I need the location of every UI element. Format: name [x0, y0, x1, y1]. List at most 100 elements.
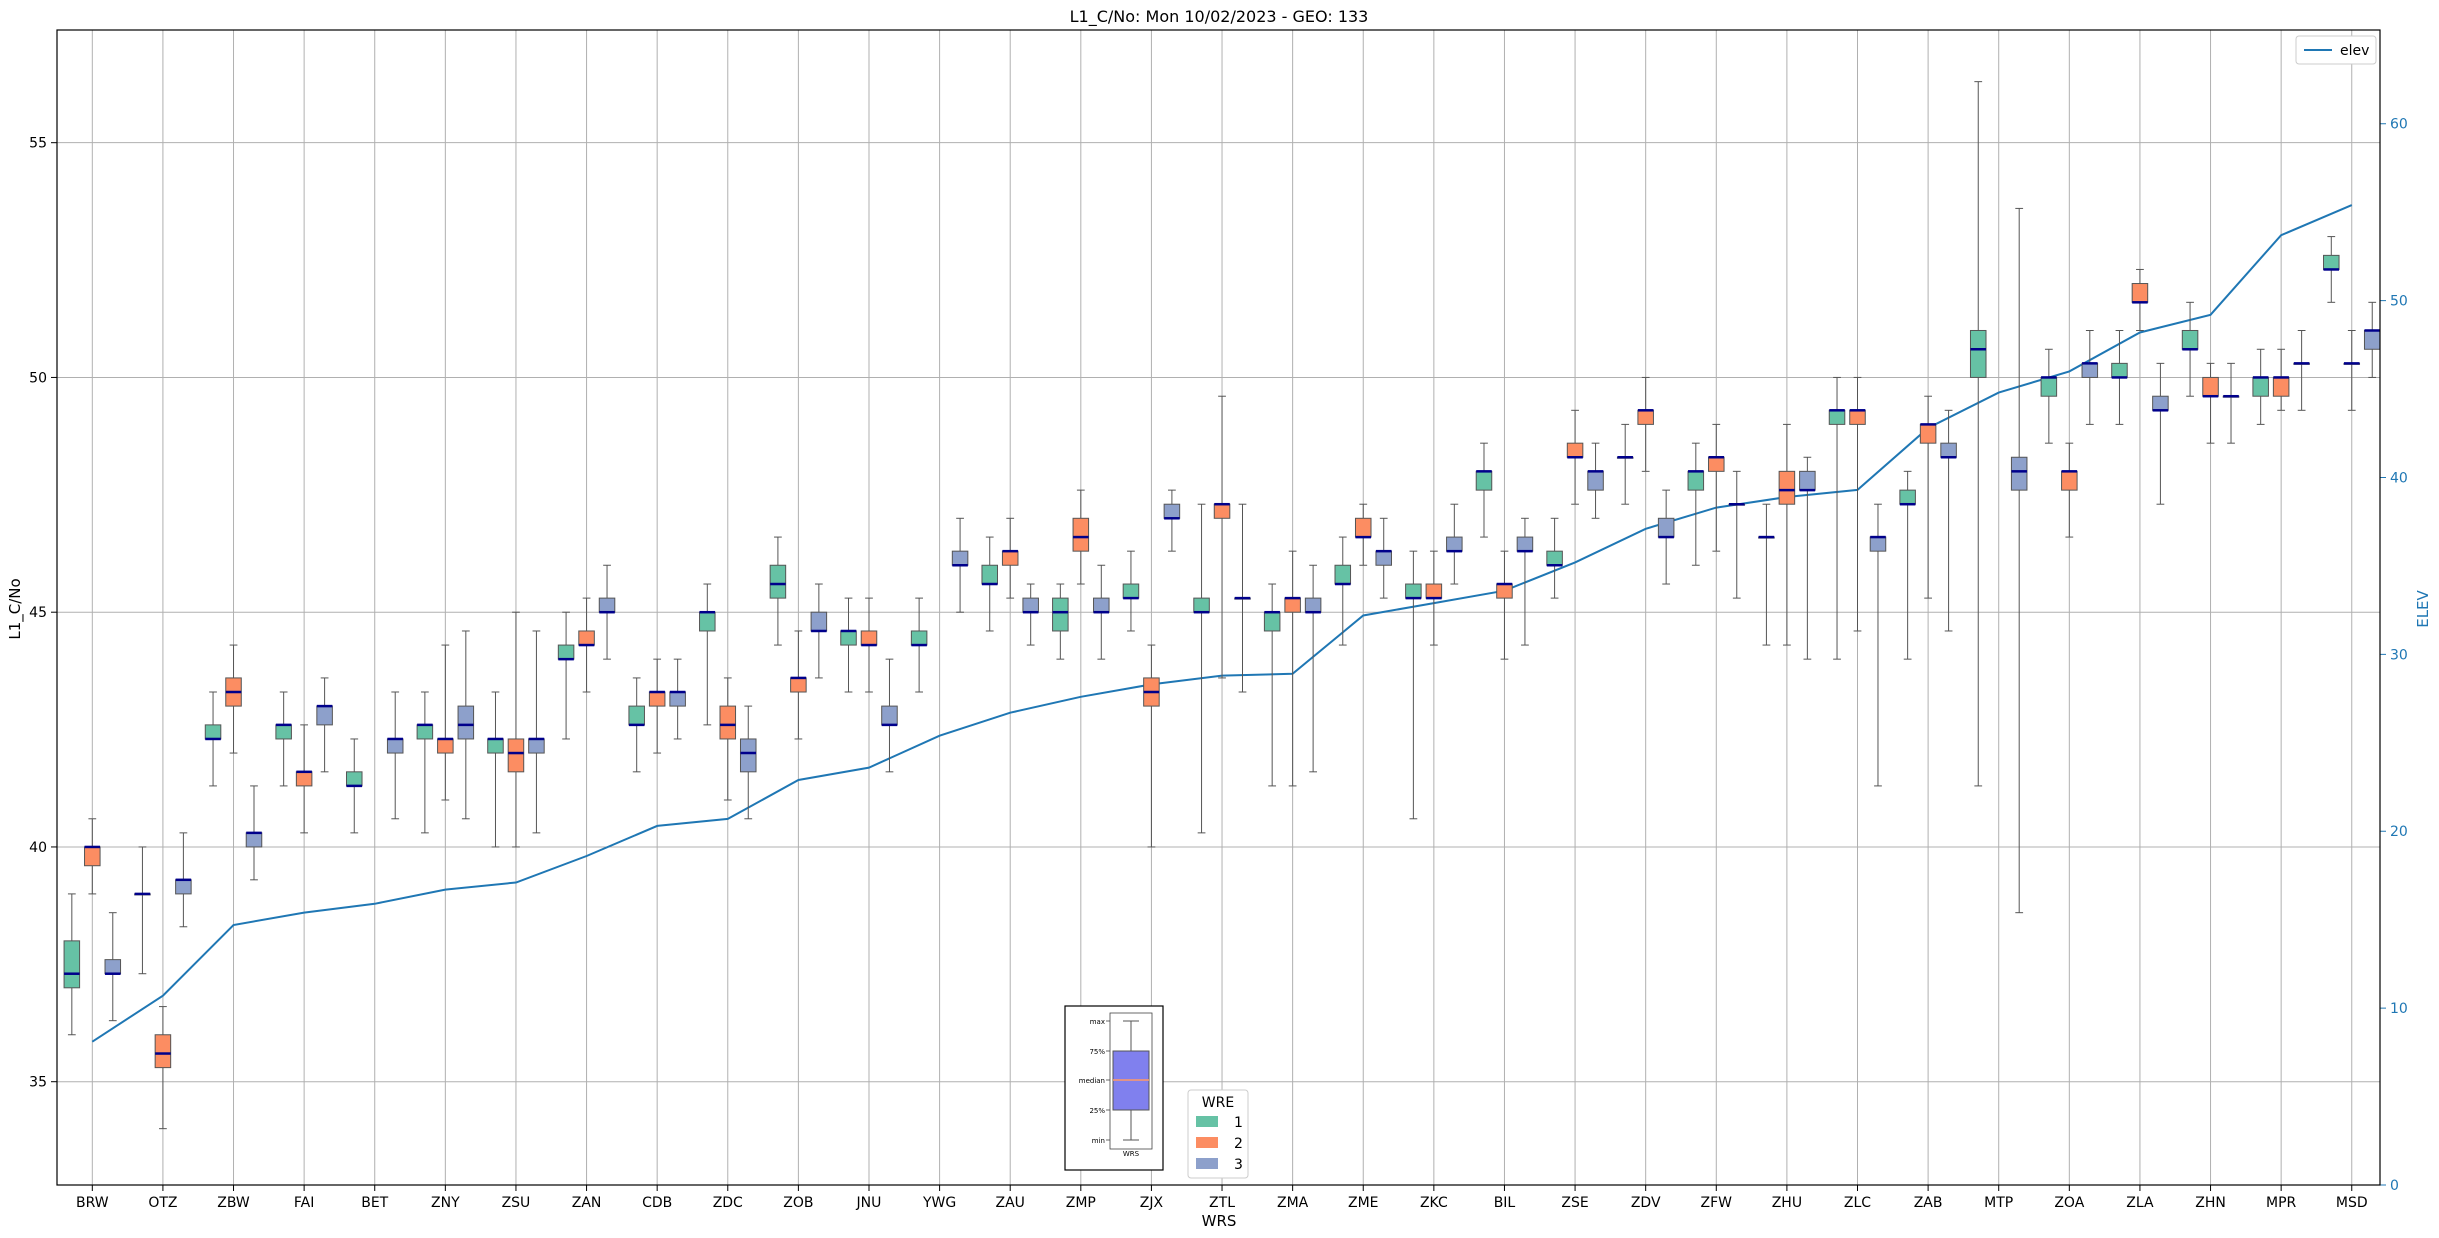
wre-legend-frame: [1187, 1089, 1249, 1179]
box-plot: [1143, 644, 1160, 848]
grid-lines: [57, 30, 2380, 1185]
box-iqr: [2152, 395, 2169, 411]
wre-legend-label: 1: [1234, 1115, 1243, 1131]
box-iqr: [1122, 583, 1140, 599]
box-iqr: [1375, 550, 1392, 566]
x-tick-label: ZLA: [2126, 1195, 2154, 1211]
box-iqr: [1425, 583, 1443, 599]
box-iqr: [2010, 456, 2028, 491]
box-plot: [1446, 503, 1463, 585]
x-tick-label: FAI: [294, 1195, 314, 1211]
box-plot: [1475, 442, 1493, 538]
box-iqr: [154, 1034, 172, 1069]
box-plot: [2222, 362, 2240, 444]
box-key-label: 25%: [1089, 1107, 1105, 1115]
box-iqr: [1072, 517, 1090, 552]
box-plot: [739, 705, 757, 820]
box-plot: [1799, 456, 1816, 660]
box-plot: [1354, 503, 1372, 566]
box-plot: [345, 738, 363, 834]
box-iqr: [1405, 583, 1422, 599]
box-plot: [1052, 583, 1069, 660]
x-tick-label: ZHN: [2195, 1195, 2226, 1211]
box-plot: [1163, 489, 1181, 552]
x-axis-label: WRS: [1202, 1212, 1237, 1230]
wre-legend-label: 3: [1234, 1157, 1243, 1173]
box-iqr: [2040, 376, 2058, 397]
x-tick-label: JNU: [856, 1195, 882, 1211]
box-plot: [2181, 301, 2199, 397]
box-plot: [2131, 268, 2149, 331]
box-plot: [104, 912, 122, 1022]
y2-tick-label: 30: [2390, 647, 2408, 663]
box-iqr: [2061, 470, 2078, 491]
box-iqr: [860, 630, 878, 646]
box-plot: [1334, 536, 1352, 646]
box-plot: [63, 893, 81, 1036]
box-plot: [1546, 517, 1563, 599]
plot-frame: [56, 29, 2381, 1186]
box-iqr: [1284, 597, 1301, 613]
box-plot: [699, 583, 716, 726]
box-plot: [225, 644, 242, 754]
box-key-inner-frame: [1109, 1012, 1153, 1150]
box-iqr: [275, 724, 292, 740]
box-iqr: [1022, 597, 1039, 613]
x-tick-label: ZNY: [431, 1195, 460, 1211]
x-tick-label: ZTL: [1209, 1195, 1235, 1211]
box-iqr: [719, 705, 737, 740]
box-iqr: [84, 846, 101, 867]
box-iqr: [1052, 597, 1069, 632]
box-iqr: [669, 691, 686, 707]
box-plot: [1001, 517, 1019, 599]
box-plot: [840, 597, 857, 693]
box-plot: [1657, 489, 1675, 585]
elev-legend-label: elev: [2340, 43, 2369, 59]
box-plot: [1566, 409, 1584, 505]
box-plot: [316, 677, 333, 773]
box-plot: [154, 1006, 172, 1130]
elev-legend-frame: [2295, 35, 2377, 65]
box-plot: [1234, 503, 1251, 693]
x-tick-label: ZAB: [1914, 1195, 1943, 1211]
box-iqr: [204, 724, 222, 740]
x-tick-label: MSD: [2336, 1195, 2368, 1211]
box-iqr: [699, 611, 716, 632]
box-plot: [2202, 362, 2219, 444]
y-tick-label: 40: [29, 840, 47, 856]
y-tick-label: 55: [29, 136, 47, 152]
box-plot: [528, 630, 545, 834]
box-iqr: [1093, 597, 1110, 613]
box-plot: [1778, 423, 1796, 646]
box-plot: [437, 644, 454, 801]
box-plot: [416, 691, 434, 834]
x-tick-label: MTP: [1984, 1195, 2013, 1211]
box-plot: [2252, 348, 2269, 425]
box-iqr: [1354, 517, 1372, 538]
x-tick-label: ZMA: [1277, 1195, 1309, 1211]
x-tick-label: ZFW: [1701, 1195, 1733, 1211]
x-tick-label: ZOA: [2054, 1195, 2084, 1211]
box-iqr: [2252, 376, 2269, 397]
box-iqr: [1828, 409, 1846, 425]
x-tick-label: ZBW: [217, 1195, 250, 1211]
box-plot: [507, 611, 525, 848]
x-tick-label: ZDV: [1631, 1195, 1661, 1211]
box-iqr: [578, 630, 595, 646]
box-plot: [2323, 236, 2340, 303]
box-key-label: median: [1079, 1077, 1105, 1085]
box-plot: [557, 611, 575, 740]
box-plot: [1093, 564, 1110, 660]
box-iqr: [1193, 597, 1210, 613]
box-iqr: [1001, 550, 1019, 566]
box-iqr: [386, 738, 404, 754]
box-iqr: [1304, 597, 1322, 613]
box-plot: [275, 691, 292, 787]
wre-legend-swatch: [1196, 1158, 1218, 1169]
box-key-xlabel: WRS: [1123, 1150, 1140, 1158]
box-plot: [1304, 564, 1322, 773]
y2-tick-label: 20: [2390, 824, 2408, 840]
box-plot: [1708, 423, 1725, 552]
box-plot: [881, 658, 898, 773]
x-tick-label: ZME: [1348, 1195, 1379, 1211]
